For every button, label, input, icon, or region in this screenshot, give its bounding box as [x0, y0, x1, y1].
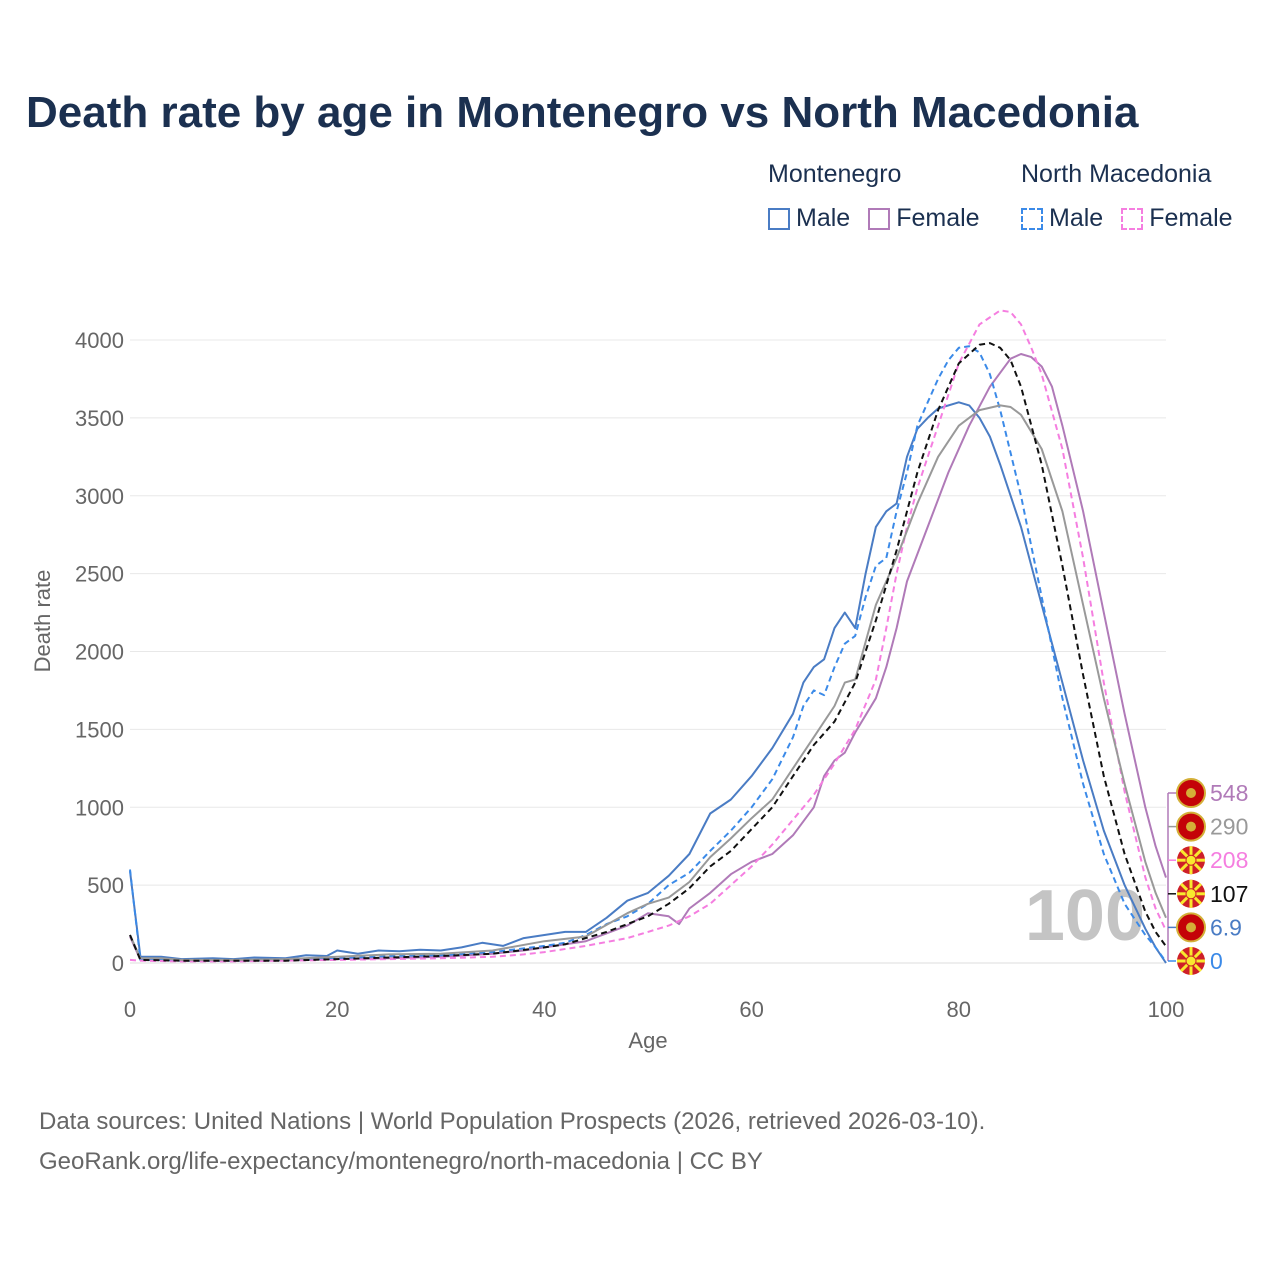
- end-value-label: 548: [1210, 780, 1248, 806]
- sun-disc-icon: [1185, 854, 1197, 866]
- y-tick-label: 4000: [75, 328, 124, 353]
- end-value-label: 0: [1210, 948, 1223, 974]
- legend-label: Male: [1049, 204, 1104, 232]
- sun-disc-icon: [1185, 955, 1197, 967]
- y-axis-title: Death rate: [30, 570, 55, 673]
- y-tick-label: 1500: [75, 717, 124, 742]
- end-value-label: 290: [1210, 814, 1248, 840]
- legend-group-title: North Macedonia: [1021, 160, 1212, 188]
- x-tick-label: 100: [1148, 997, 1185, 1022]
- series-line-montenegro-male: [129, 401, 1167, 964]
- series-line-montenegro-female: [129, 353, 1167, 962]
- x-tick-label: 60: [739, 997, 763, 1022]
- legend-item-north-macedonia-female[interactable]: Female: [1121, 204, 1233, 233]
- legend-swatch: [1021, 207, 1043, 230]
- end-value-label: 6.9: [1210, 914, 1242, 940]
- legend-group-north-macedonia[interactable]: North Macedonia Male Female: [1021, 160, 1233, 232]
- age-watermark: 100: [1025, 876, 1145, 956]
- legend-swatch: [868, 207, 891, 230]
- legend-label: Female: [1149, 204, 1233, 232]
- legend-group-montenegro[interactable]: Montenegro Male Female: [768, 160, 980, 232]
- y-tick-label: 1000: [75, 795, 124, 820]
- source-line-1: Data sources: United Nations | World Pop…: [39, 1108, 986, 1135]
- x-axis-title: Age: [628, 1028, 667, 1053]
- legend-item-montenegro-female[interactable]: Female: [868, 204, 980, 233]
- x-tick-label: 40: [532, 997, 556, 1022]
- y-tick-label: 3500: [75, 406, 124, 431]
- series-line-north-macedonia-female: [129, 309, 1167, 963]
- montenegro-emblem-icon: [1186, 922, 1196, 933]
- y-tick-label: 0: [112, 951, 124, 976]
- sun-disc-icon: [1185, 888, 1197, 900]
- series-line-montenegro-total: [129, 404, 1167, 961]
- legend-label: Male: [796, 204, 851, 232]
- x-tick-label: 20: [325, 997, 349, 1022]
- y-tick-label: 3000: [75, 484, 124, 509]
- legend-group-title: Montenegro: [768, 160, 902, 188]
- legend-swatch: [1121, 207, 1144, 230]
- y-tick-label: 500: [87, 873, 124, 898]
- y-tick-label: 2000: [75, 640, 124, 665]
- series-line-north-macedonia-male: [129, 345, 1167, 963]
- y-tick-label: 2500: [75, 562, 124, 587]
- legend-item-north-macedonia-male[interactable]: Male: [1021, 204, 1103, 233]
- montenegro-emblem-icon: [1186, 821, 1196, 832]
- end-value-label: 208: [1210, 847, 1248, 873]
- source-line-2[interactable]: GeoRank.org/life-expectancy/montenegro/n…: [39, 1148, 763, 1175]
- montenegro-emblem-icon: [1186, 788, 1196, 798]
- series-line-north-macedonia-total: [129, 342, 1167, 962]
- legend-item-montenegro-male[interactable]: Male: [768, 204, 850, 233]
- chart-title: Death rate by age in Montenegro vs North…: [26, 88, 1139, 137]
- legend-label: Female: [896, 204, 980, 232]
- x-tick-label: 80: [947, 997, 971, 1022]
- legend-swatch: [768, 207, 790, 230]
- end-value-label: 107: [1210, 881, 1248, 907]
- x-tick-label: 0: [124, 997, 136, 1022]
